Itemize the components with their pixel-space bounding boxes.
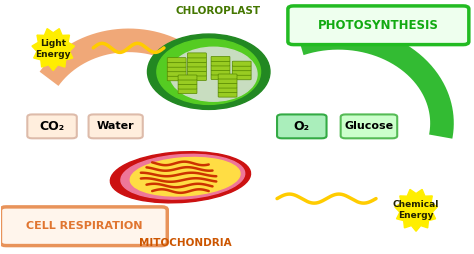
Text: CO₂: CO₂ — [39, 120, 64, 133]
Ellipse shape — [121, 154, 245, 199]
FancyBboxPatch shape — [211, 66, 230, 70]
FancyBboxPatch shape — [178, 84, 197, 89]
Text: Water: Water — [97, 121, 135, 131]
FancyBboxPatch shape — [218, 88, 237, 92]
FancyBboxPatch shape — [218, 78, 237, 84]
Text: PHOTOSYNTHESIS: PHOTOSYNTHESIS — [318, 19, 439, 32]
FancyBboxPatch shape — [178, 89, 197, 93]
FancyBboxPatch shape — [0, 207, 167, 246]
FancyBboxPatch shape — [211, 56, 230, 61]
Text: Chemical
Energy: Chemical Energy — [393, 200, 439, 220]
FancyBboxPatch shape — [277, 115, 327, 138]
FancyBboxPatch shape — [167, 67, 186, 72]
FancyBboxPatch shape — [218, 83, 237, 88]
FancyBboxPatch shape — [232, 61, 251, 66]
FancyBboxPatch shape — [218, 92, 237, 97]
FancyBboxPatch shape — [188, 62, 206, 67]
FancyBboxPatch shape — [211, 74, 230, 80]
FancyBboxPatch shape — [232, 75, 251, 80]
Text: CELL RESPIRATION: CELL RESPIRATION — [26, 221, 142, 231]
FancyBboxPatch shape — [27, 115, 77, 138]
Polygon shape — [395, 189, 438, 231]
FancyBboxPatch shape — [341, 115, 397, 138]
FancyBboxPatch shape — [178, 80, 197, 85]
FancyBboxPatch shape — [167, 76, 186, 81]
FancyBboxPatch shape — [188, 57, 206, 62]
FancyBboxPatch shape — [89, 115, 143, 138]
FancyBboxPatch shape — [232, 66, 251, 71]
FancyBboxPatch shape — [167, 62, 186, 67]
Text: Light
Energy: Light Energy — [36, 39, 71, 59]
Ellipse shape — [170, 47, 257, 101]
Ellipse shape — [157, 39, 261, 104]
FancyBboxPatch shape — [211, 61, 230, 66]
FancyBboxPatch shape — [188, 53, 206, 58]
Ellipse shape — [147, 34, 270, 109]
FancyBboxPatch shape — [218, 74, 237, 79]
FancyBboxPatch shape — [232, 70, 251, 75]
FancyBboxPatch shape — [288, 6, 469, 45]
Text: CHLOROPLAST: CHLOROPLAST — [175, 6, 261, 17]
FancyBboxPatch shape — [211, 70, 230, 75]
Polygon shape — [32, 29, 74, 70]
FancyBboxPatch shape — [188, 71, 206, 76]
Ellipse shape — [130, 157, 240, 196]
FancyBboxPatch shape — [167, 58, 186, 63]
Ellipse shape — [110, 152, 251, 203]
FancyBboxPatch shape — [188, 75, 206, 81]
Text: Glucose: Glucose — [345, 121, 393, 131]
Text: O₂: O₂ — [294, 120, 310, 133]
FancyBboxPatch shape — [178, 75, 197, 80]
FancyBboxPatch shape — [167, 71, 186, 76]
FancyBboxPatch shape — [188, 67, 206, 71]
Text: MITOCHONDRIA: MITOCHONDRIA — [139, 237, 231, 248]
